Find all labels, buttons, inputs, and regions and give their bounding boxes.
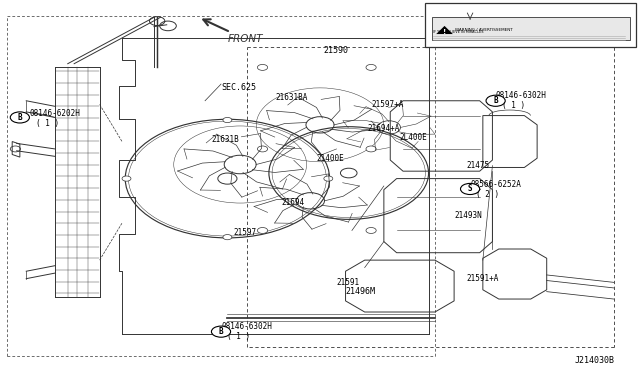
Text: IF YOU BELIEVE IN MIRACLES: IF YOU BELIEVE IN MIRACLES [433,30,484,34]
Text: 21493N: 21493N [454,211,482,220]
Circle shape [218,173,237,184]
Circle shape [366,64,376,70]
Text: 21475: 21475 [467,161,490,170]
Text: 21631BA: 21631BA [275,93,308,102]
Text: SEC.625: SEC.625 [221,83,256,92]
Text: 21496M: 21496M [346,287,376,296]
Text: 21597+A: 21597+A [371,100,403,109]
Text: B: B [219,327,223,336]
Circle shape [486,95,505,106]
Circle shape [257,146,268,152]
Circle shape [366,228,376,234]
Text: !: ! [443,29,446,35]
Text: 21400E: 21400E [317,154,344,163]
Text: ( 1 ): ( 1 ) [502,101,525,110]
Text: WARNING / AVERTISSEMENT: WARNING / AVERTISSEMENT [456,28,513,32]
Text: 08146-6302H: 08146-6302H [221,322,272,331]
Circle shape [340,168,357,178]
Text: 08146-6302H: 08146-6302H [495,91,547,100]
Text: 21597: 21597 [234,228,257,237]
Circle shape [10,112,29,123]
Text: B: B [493,96,498,105]
Text: 21694+A: 21694+A [368,124,400,133]
Bar [432,17,630,40]
Circle shape [461,183,479,195]
Text: ( 1 ): ( 1 ) [227,332,250,341]
Text: 21591: 21591 [336,278,359,287]
Circle shape [223,235,232,240]
Circle shape [257,64,268,70]
Text: 21631B: 21631B [211,135,239,144]
Circle shape [366,146,376,152]
Polygon shape [436,26,453,34]
Text: ( 1 ): ( 1 ) [36,119,59,128]
Text: 21599N: 21599N [454,17,486,26]
Circle shape [324,176,333,181]
Text: FRONT: FRONT [227,34,263,44]
Bar [426,3,636,47]
Text: ( 2 ): ( 2 ) [476,190,500,199]
Text: 21590: 21590 [323,46,348,55]
Text: 21591+A: 21591+A [467,274,499,283]
Text: J214030B: J214030B [575,356,614,365]
Circle shape [223,118,232,123]
Circle shape [257,228,268,234]
Circle shape [122,176,131,181]
Text: 2L400E: 2L400E [400,133,428,142]
Text: B: B [17,113,22,122]
Text: 08146-6202H: 08146-6202H [29,109,80,118]
Text: 21694: 21694 [282,198,305,207]
Text: 08566-6252A: 08566-6252A [470,180,521,189]
Text: S: S [468,185,472,193]
Circle shape [211,326,230,337]
